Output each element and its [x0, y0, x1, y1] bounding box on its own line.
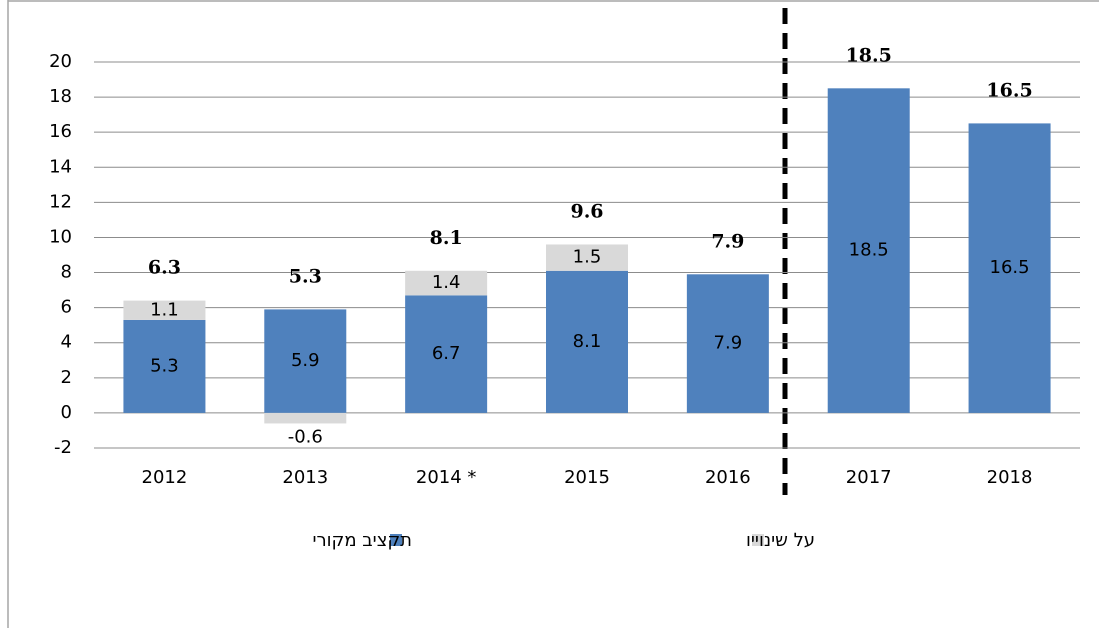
y-tick-label: 2	[61, 367, 72, 388]
legend-swatch	[390, 534, 402, 546]
total-label: 6.3	[148, 257, 181, 279]
value-label: -0.6	[288, 426, 323, 447]
value-label: 6.7	[432, 343, 461, 364]
value-label: 5.3	[150, 355, 179, 376]
y-tick-label: 14	[49, 156, 72, 177]
bar-segment	[264, 412, 347, 424]
value-label: 1.4	[432, 272, 461, 293]
x-tick-label: 2013	[282, 467, 328, 488]
bar-segment	[968, 123, 1051, 413]
x-tick-label: 2012	[142, 467, 188, 488]
bar-segment	[123, 319, 206, 413]
total-label: 16.5	[986, 79, 1032, 101]
bar-segment	[686, 274, 769, 413]
y-tick-label: -2	[54, 437, 72, 458]
bar-segment	[264, 309, 347, 413]
bar-segment	[546, 270, 628, 413]
y-tick-label: 6	[61, 297, 72, 318]
x-tick-label: 2016	[705, 467, 751, 488]
bar-segment	[123, 300, 206, 320]
x-tick-label: 2014 *	[416, 467, 477, 488]
total-label: 8.1	[430, 227, 463, 249]
y-tick-label: 20	[49, 51, 72, 72]
total-label: 7.9	[711, 230, 744, 252]
total-label: 9.6	[570, 200, 603, 222]
value-label: 18.5	[849, 240, 889, 261]
legend-label: תקציב מקורי	[312, 530, 412, 551]
y-tick-label: 4	[61, 332, 72, 353]
value-label: 16.5	[990, 257, 1030, 278]
value-label: 1.5	[573, 247, 602, 268]
bar-segment	[546, 244, 628, 271]
x-tick-label: 2015	[564, 467, 610, 488]
y-tick-label: 10	[49, 226, 72, 247]
value-label: 5.9	[291, 350, 320, 371]
value-label: 1.1	[150, 299, 179, 320]
y-tick-label: 0	[61, 402, 72, 423]
value-label: 7.9	[714, 333, 743, 354]
y-tick-label: 8	[61, 262, 72, 283]
bar-segment	[405, 295, 488, 413]
total-label: 18.5	[846, 44, 892, 66]
y-tick-label: 16	[49, 121, 72, 142]
value-label: 8.1	[573, 331, 602, 352]
legend-label: על שינוייו	[746, 530, 815, 551]
bar-segment	[405, 270, 488, 296]
x-tick-label: 2017	[846, 467, 892, 488]
y-tick-label: 18	[49, 86, 72, 107]
bar-segment	[827, 88, 910, 413]
total-label: 5.3	[289, 265, 322, 287]
legend-swatch	[752, 534, 764, 546]
plot: -2 0 2 4 6 8 10 12 14 16 18 20 2012 5.3 1.1 6.3 2013 5.9 -…	[49, 44, 1080, 551]
y-tick-label: 12	[49, 191, 72, 212]
x-tick-label: 2018	[987, 467, 1033, 488]
